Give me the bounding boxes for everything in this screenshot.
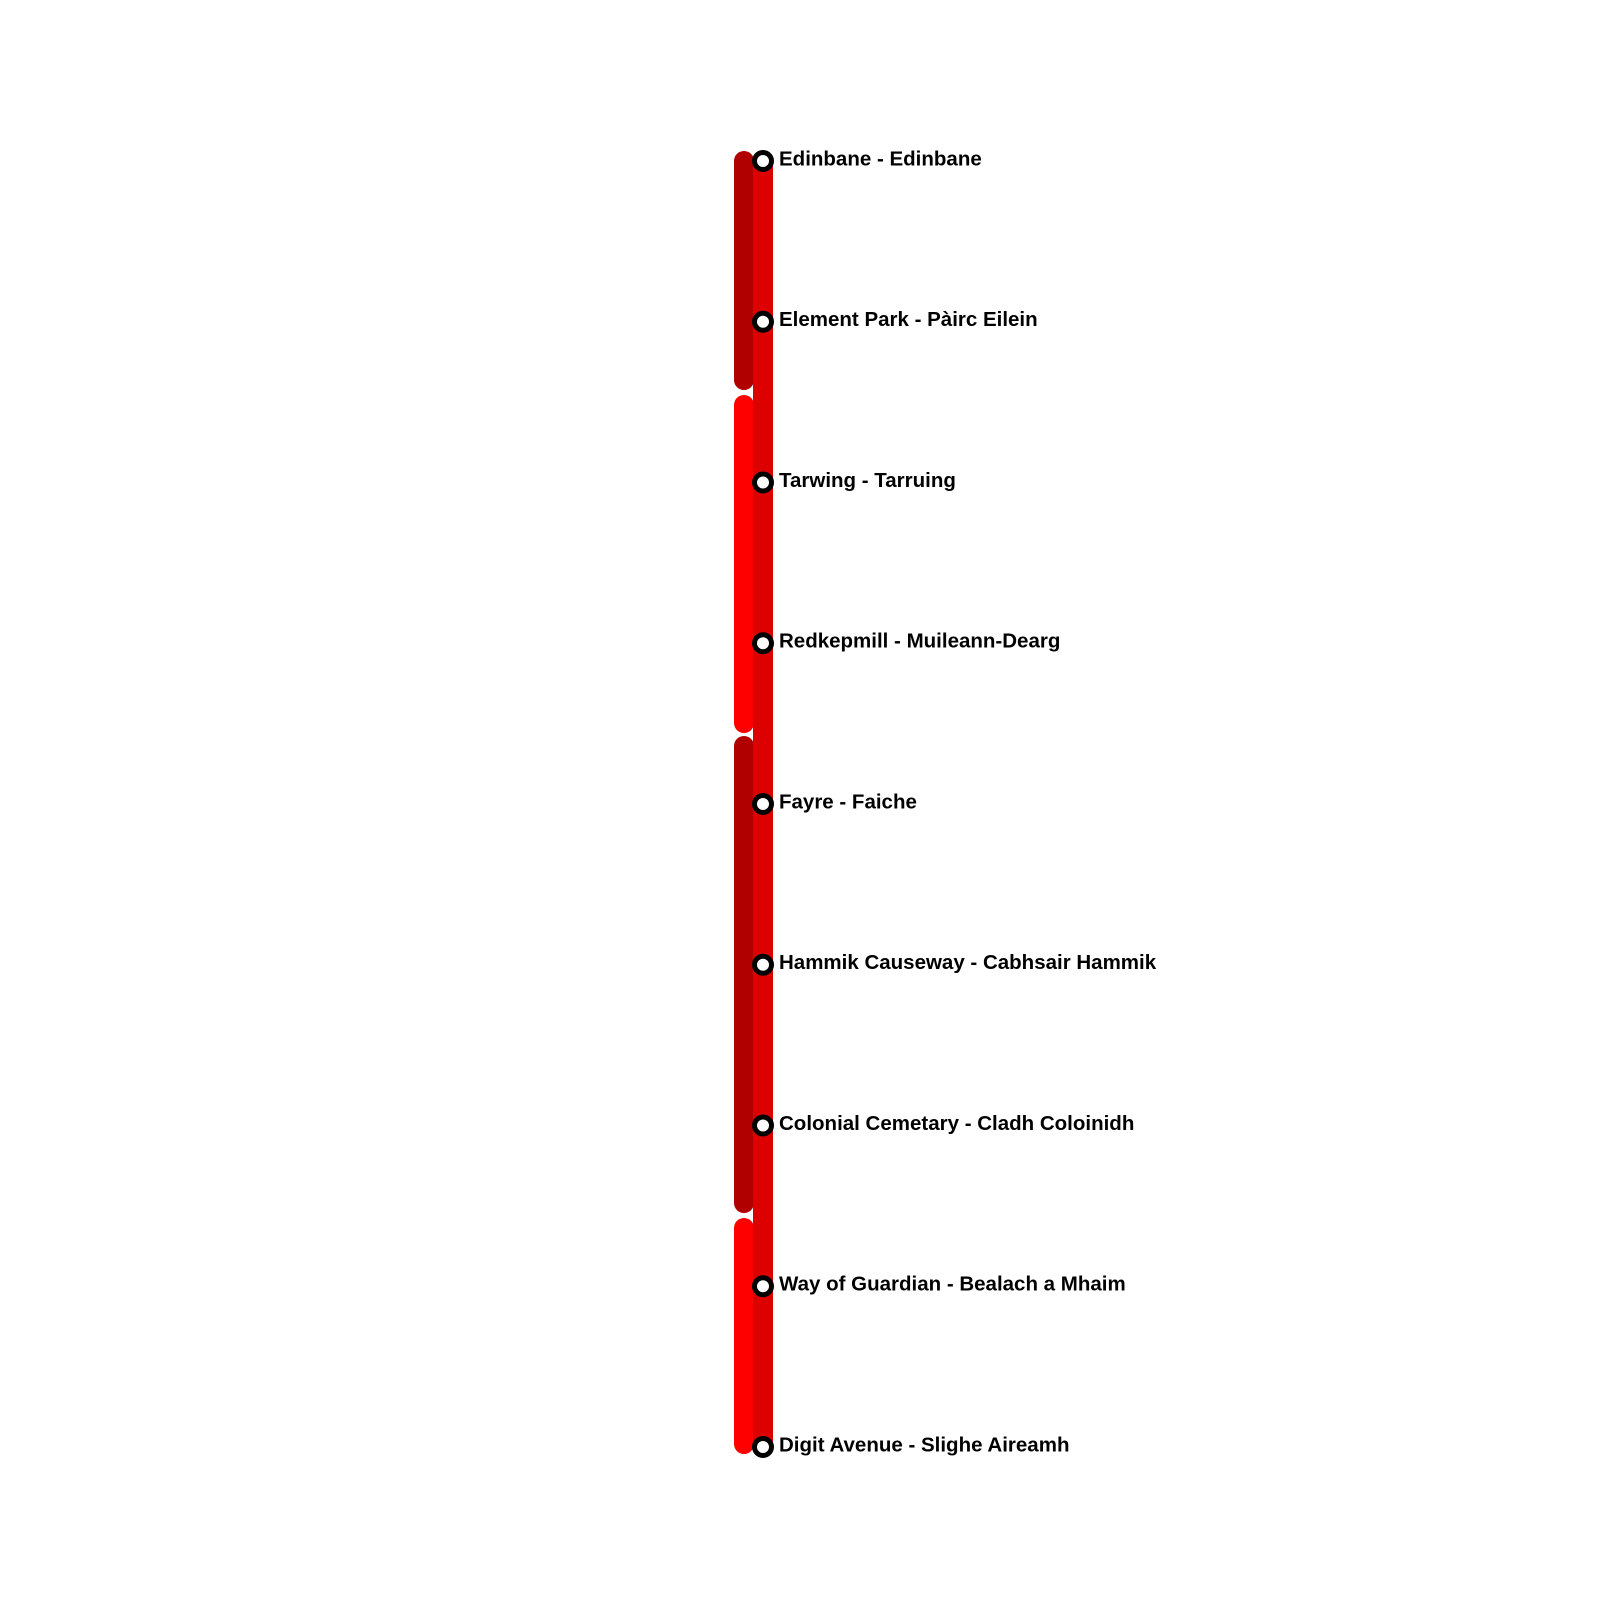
station-marker [752,1436,774,1458]
station-label: Edinbane - Edinbane [779,147,982,170]
station-label: Fayre - Faiche [779,790,917,813]
station-marker [752,310,774,333]
stations: Edinbane - Edinbane Element Park - Pàirc … [752,147,1157,1458]
station-marker [752,953,774,976]
station-marker [752,632,774,655]
station-label: Redkepmill - Muileann-Dearg [779,630,1060,653]
station-label: Element Park - Pàirc Eilein [779,308,1038,331]
station-label: Way of Guardian - Bealach a Mhaim [779,1273,1126,1296]
station-label: Digit Avenue - Slighe Aireamh [779,1433,1069,1456]
station-marker [752,1275,774,1298]
station-marker [752,150,774,172]
station-marker [752,793,774,815]
station-label: Colonial Cemetary - Cladh Coloinidh [779,1112,1134,1135]
station-label: Hammik Causeway - Cabhsair Hammik [779,951,1157,974]
station-marker [752,471,774,494]
station-label: Tarwing - Tarruing [779,469,956,492]
station-marker [752,1114,774,1137]
